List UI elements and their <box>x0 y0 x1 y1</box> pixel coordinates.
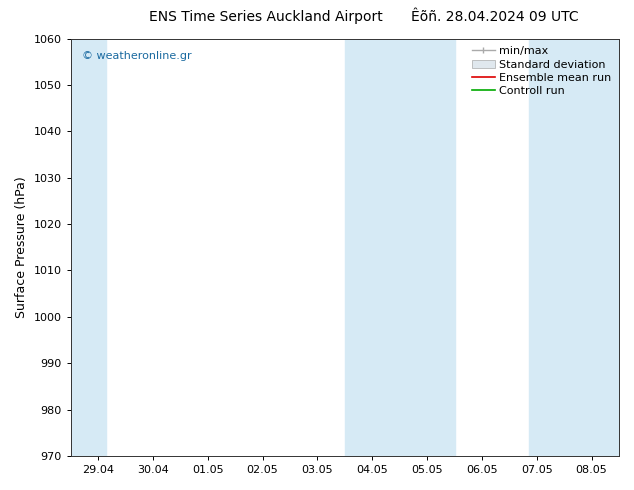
Bar <box>345 39 455 456</box>
Y-axis label: Surface Pressure (hPa): Surface Pressure (hPa) <box>15 176 28 318</box>
Text: Êõñ. 28.04.2024 09 UTC: Êõñ. 28.04.2024 09 UTC <box>411 10 578 24</box>
Legend: min/max, Standard deviation, Ensemble mean run, Controll run: min/max, Standard deviation, Ensemble me… <box>468 42 616 101</box>
Text: ENS Time Series Auckland Airport: ENS Time Series Auckland Airport <box>150 10 383 24</box>
Bar <box>529 39 619 456</box>
Bar <box>71 39 107 456</box>
Text: © weatheronline.gr: © weatheronline.gr <box>82 51 191 61</box>
